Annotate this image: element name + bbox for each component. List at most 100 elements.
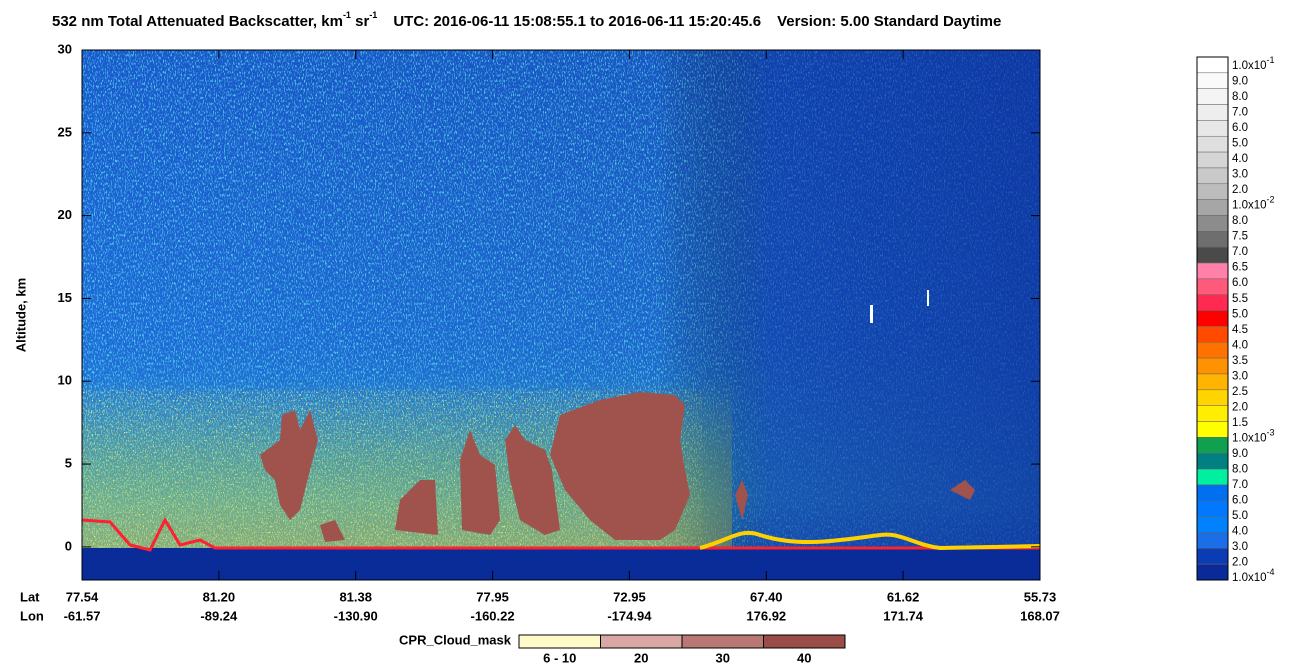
colorbar-frame — [1196, 56, 1229, 581]
cpr-legend-swatch — [681, 634, 764, 649]
y-tick-label: 30 — [58, 41, 72, 56]
colorbar-label: 7.5 — [1232, 231, 1248, 243]
colorbar-label: 3.0 — [1232, 370, 1248, 382]
lat-label: 61.62 — [887, 589, 920, 604]
colorbar-swatch — [1196, 310, 1229, 327]
colorbar-label-exp: -4 — [1267, 567, 1275, 577]
colorbar-swatch — [1196, 516, 1229, 533]
title-version: Version: 5.00 Standard Daytime — [777, 13, 1001, 30]
colorbar-label: 6.0 — [1232, 277, 1248, 289]
colorbar-swatch — [1196, 199, 1229, 216]
colorbar-swatch — [1196, 262, 1229, 280]
x-row-label: Lat — [20, 589, 40, 604]
colorbar-label: 1.0x10-1 — [1232, 55, 1275, 72]
colorbar-label: 1.0x10-4 — [1232, 567, 1275, 584]
colorbar-label: 1.5 — [1232, 417, 1248, 429]
lat-label: 67.40 — [750, 589, 783, 604]
colorbar-label: 8.0 — [1232, 91, 1248, 103]
colorbar-swatch — [1196, 120, 1229, 137]
colorbar-swatch — [1196, 468, 1229, 486]
lat-label: 55.73 — [1024, 589, 1057, 604]
cpr-legend-swatch — [600, 634, 683, 649]
y-tick-label: 5 — [65, 456, 72, 471]
colorbar-swatch — [1196, 294, 1229, 311]
colorbar-label: 8.0 — [1232, 215, 1248, 227]
colorbar-swatch — [1196, 548, 1229, 565]
colorbar-label: 7.0 — [1232, 479, 1248, 491]
colorbar-label: 2.0 — [1232, 184, 1248, 196]
colorbar-label: 5.0 — [1232, 510, 1248, 522]
x-row-label: Lon — [20, 608, 44, 623]
colorbar-swatch — [1196, 56, 1229, 74]
colorbar-swatch — [1196, 326, 1229, 343]
colorbar-label: 4.0 — [1232, 339, 1248, 351]
colorbar-label: 7.0 — [1232, 246, 1248, 258]
title-sr: sr — [351, 13, 370, 30]
colorbar-label: 3.5 — [1232, 355, 1248, 367]
colorbar-swatch — [1196, 104, 1229, 121]
colorbar-swatch — [1196, 563, 1229, 581]
y-tick-label: 25 — [58, 124, 72, 139]
lon-label: -174.94 — [607, 608, 652, 623]
colorbar-label: 1.0x10-3 — [1232, 428, 1275, 445]
cpr-legend-label: 6 - 10 — [543, 650, 576, 665]
colorbar-swatch — [1196, 389, 1229, 406]
colorbar-swatch — [1196, 437, 1229, 454]
lon-label: 171.74 — [883, 608, 924, 623]
plot-frame — [81, 49, 1041, 581]
lon-label: -160.22 — [471, 608, 515, 623]
colorbar-label-exp: -3 — [1267, 428, 1275, 438]
colorbar-swatch — [1196, 452, 1229, 470]
cpr-legend-swatch — [763, 634, 846, 649]
colorbar-swatch — [1196, 357, 1229, 375]
colorbar-label-base: 1.0x10 — [1232, 432, 1267, 444]
colorbar-swatch — [1196, 72, 1229, 89]
colorbar-label: 9.0 — [1232, 76, 1248, 88]
colorbar-swatch — [1196, 167, 1229, 185]
colorbar-swatch — [1196, 373, 1229, 391]
colorbar-swatch — [1196, 135, 1229, 153]
y-tick-label: 20 — [58, 207, 72, 222]
y-tick-label: 15 — [58, 290, 72, 305]
cpr-legend-label: 20 — [634, 650, 648, 665]
colorbar-label-base: 1.0x10 — [1232, 572, 1267, 584]
colorbar-label-exp: -2 — [1267, 195, 1275, 205]
colorbar-label: 5.5 — [1232, 293, 1248, 305]
y-axis-label: Altitude, km — [13, 278, 28, 352]
y-tick-label: 10 — [58, 373, 72, 388]
lat-label: 72.95 — [613, 589, 646, 604]
colorbar-label: 6.0 — [1232, 122, 1248, 134]
colorbar-swatch — [1196, 405, 1229, 422]
cpr-legend-label: 30 — [716, 650, 730, 665]
lon-label: 168.07 — [1020, 608, 1060, 623]
lat-label: 77.54 — [66, 589, 99, 604]
title-utc: UTC: 2016-06-11 15:08:55.1 to 2016-06-11… — [393, 13, 761, 30]
colorbar-label: 6.5 — [1232, 262, 1248, 274]
lon-label: 176.92 — [746, 608, 786, 623]
colorbar-label: 5.0 — [1232, 138, 1248, 150]
colorbar-label: 4.0 — [1232, 525, 1248, 537]
lat-label: 81.20 — [203, 589, 236, 604]
colorbar-label: 7.0 — [1232, 107, 1248, 119]
colorbar-label: 4.0 — [1232, 153, 1248, 165]
backscatter-image — [82, 50, 1040, 580]
colorbar-label: 8.0 — [1232, 463, 1248, 475]
lat-label: 81.38 — [339, 589, 372, 604]
cpr-legend-title: CPR_Cloud_mask — [399, 632, 512, 647]
colorbar-label: 3.0 — [1232, 541, 1248, 553]
lon-label: -130.90 — [334, 608, 378, 623]
colorbar-label: 1.0x10-2 — [1232, 195, 1275, 212]
colorbar-label: 2.5 — [1232, 386, 1248, 398]
colorbar-swatch — [1196, 278, 1229, 295]
colorbar-label-base: 1.0x10 — [1232, 200, 1267, 212]
colorbar-label: 6.0 — [1232, 494, 1248, 506]
colorbar-swatch — [1196, 246, 1229, 264]
colorbar-swatch — [1196, 484, 1229, 502]
colorbar-swatch — [1196, 215, 1229, 232]
cpr-legend-swatch — [518, 634, 601, 649]
colorbar-swatch — [1196, 421, 1229, 438]
cpr-legend-label: 40 — [797, 650, 811, 665]
colorbar-swatch — [1196, 500, 1229, 517]
colorbar-label: 4.5 — [1232, 324, 1248, 336]
